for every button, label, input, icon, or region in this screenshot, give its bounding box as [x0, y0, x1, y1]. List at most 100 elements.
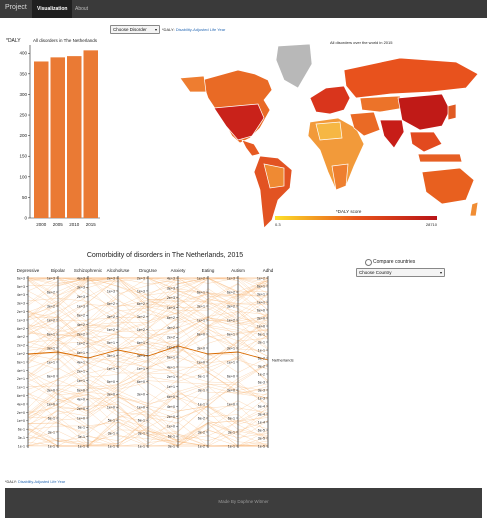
- map-legend-min: 0.3: [275, 222, 281, 227]
- compare-countries-label: Compare countries: [373, 259, 416, 265]
- map-region-japan[interactable]: [447, 103, 457, 121]
- comorbidity-axis-tick-label: 6e-1: [18, 428, 25, 432]
- comorbidity-axis-tick-label: 1e-1: [258, 348, 265, 352]
- map-region-alaska[interactable]: [179, 75, 207, 93]
- comorbidity-axis-tick-label: 5e+3: [17, 285, 25, 289]
- comorbidity-axis-tick-label: 1e+3: [47, 276, 55, 280]
- comorbidity-axis-tick-label: 6e-2: [258, 356, 265, 360]
- comorbidity-axis-tick-label: 4e+1: [17, 369, 25, 373]
- comorbidity-axis-tick-label: 1e-1: [138, 444, 145, 448]
- comorbidity-axis-tick-label: 1e+3: [227, 276, 235, 280]
- map-region-south-africa[interactable]: [331, 163, 349, 191]
- comorbidity-axis-tick-label: 1e+2: [137, 328, 145, 332]
- comorbidity-axis-tick-label: 2e+3: [137, 276, 145, 280]
- comorbidity-axis-tick-label: 3e-1: [18, 436, 25, 440]
- map-region-indonesia[interactable]: [417, 153, 463, 163]
- comorbidity-axis-tick-label: 1e-1: [108, 444, 115, 448]
- comorbidity-axis-title: Schizophrenic: [74, 268, 103, 273]
- comorbidity-axis-tick-label: 1e+3: [77, 304, 85, 308]
- comorbidity-axis-tick-label: 1e+2: [47, 318, 55, 322]
- map-region-china[interactable]: [397, 93, 451, 131]
- comorbidity-axis-tick-label: 1e+1: [47, 360, 55, 364]
- bar-chart-y-tick-label: 100: [19, 174, 27, 179]
- comorbidity-axis-tick-label: 3e-1: [228, 430, 235, 434]
- comorbidity-axis-tick-label: 3e-3: [258, 388, 265, 392]
- nav-visualization[interactable]: Visualization: [32, 0, 73, 18]
- comorbidity-axis-tick-label: 4e+1: [77, 360, 85, 364]
- daly-note-link[interactable]: Disability-Adjusted Life Year: [175, 27, 226, 32]
- comorbidity-axis-tick-label: 6e+1: [227, 332, 235, 336]
- comorbidity-axis-tick-label: 3e+1: [257, 292, 265, 296]
- map-region-north-africa[interactable]: [315, 121, 343, 141]
- comorbidity-axis-tick-label: 1e+0: [227, 402, 235, 406]
- bar-chart-x-tick-label: 2005: [53, 222, 64, 227]
- comorbidity-axis-tick-label: 1e-3: [258, 396, 265, 400]
- brand[interactable]: Project: [5, 4, 27, 11]
- map-region-australia[interactable]: [421, 167, 475, 205]
- comorbidity-axis-tick-label: 1e+1: [227, 360, 235, 364]
- comorbidity-axis-tick-label: 2e+3: [77, 295, 85, 299]
- disorder-select[interactable]: Choose Disorder ▾: [110, 25, 160, 34]
- comorbidity-axis-tick-label: 1e+2: [107, 328, 115, 332]
- comorbidity-axis-tick-label: 6e+0: [137, 380, 145, 384]
- bar-chart-ylabel: *DALY: [6, 38, 21, 44]
- parallel-coordinates-chart[interactable]: Netherlands Depressive 6e+3 5e+3 4e+3 3e+3 2e+…: [0, 262, 335, 457]
- comorbidity-axis-tick-label: 2e+0: [17, 411, 25, 415]
- comorbidity-axis-tick-label: 1e+0: [77, 416, 85, 420]
- map-region-usa[interactable]: [213, 103, 265, 141]
- comorbidity-axis-tick-label: 6e+0: [167, 395, 175, 399]
- comorbidity-axis-title: Anxiety: [171, 268, 187, 273]
- comorbidity-axis-tick-label: 2e+1: [167, 375, 175, 379]
- map-region-india[interactable]: [379, 119, 405, 149]
- comorbidity-axis-tick-label: 1e-5: [258, 444, 265, 448]
- comorbidity-axis-tick-label: 1e+1: [257, 300, 265, 304]
- comorbidity-axis-tick-label: 6e-4: [258, 404, 265, 408]
- country-select[interactable]: Choose Country ▾: [356, 268, 445, 277]
- comorbidity-axis-tick-label: 3e+3: [77, 286, 85, 290]
- comorbidity-axis-tick-label: 1e+1: [77, 379, 85, 383]
- comorbidity-axis-tick-label: 5e-1: [108, 419, 115, 423]
- comorbidity-axis-tick-label: 1e-1: [48, 444, 55, 448]
- nav-about[interactable]: About: [75, 6, 89, 12]
- comorbidity-axis-tick-label: 1e+2: [167, 346, 175, 350]
- bar-2015[interactable]: [83, 50, 99, 218]
- bar-chart-y-tick-label: 50: [22, 195, 28, 200]
- map-region-middle-east[interactable]: [349, 111, 381, 137]
- comorbidity-axis-tick-label: 3e+0: [227, 388, 235, 392]
- comorbidity-axis-tick-label: 1e+0: [107, 406, 115, 410]
- bar-2000[interactable]: [34, 61, 49, 218]
- footer: Made By Daphne Witmer: [5, 488, 482, 518]
- compare-countries-checkbox[interactable]: [365, 259, 372, 266]
- bar-chart: *DALY All disorders in The Netherlands 0…: [6, 38, 100, 227]
- map-region-russia[interactable]: [343, 57, 479, 99]
- map-region-central-america[interactable]: [241, 139, 261, 157]
- comorbidity-axis-tick-label: 6e+1: [47, 332, 55, 336]
- comorbidity-axis-tick-label: 1e+3: [167, 306, 175, 310]
- comorbidity-axis-tick-label: 1e+3: [137, 289, 145, 293]
- comorbidity-axis-tick-label: 2e+2: [17, 344, 25, 348]
- comorbidity-axis-tick-label: 3e+1: [227, 346, 235, 350]
- comorbidity-axis-tick-label: 3e-1: [108, 431, 115, 435]
- map-region-southeast-asia[interactable]: [409, 131, 443, 153]
- comorbidity-axis-tick-label: 3e-1: [258, 340, 265, 344]
- comorbidity-axis-tick-label: 1e+1: [107, 367, 115, 371]
- comorbidity-axis-tick-label: 1e-1: [198, 402, 205, 406]
- daly-note-link[interactable]: Disability-Adjusted Life Year: [18, 480, 66, 484]
- map-region-central-asia[interactable]: [359, 95, 405, 113]
- comorbidity-axis-tick-label: 3e+0: [137, 393, 145, 397]
- world-map[interactable]: *DALY score 0.3 28710: [160, 40, 480, 235]
- bar-2010[interactable]: [67, 56, 82, 218]
- comorbidity-axis-tick-label: 1e+0: [47, 402, 55, 406]
- comorbidity-axis-tick-label: 3e+0: [47, 388, 55, 392]
- comorbidity-axis-tick-label: 3e-1: [138, 431, 145, 435]
- comorbidity-axis-tick-label: 2e+2: [77, 332, 85, 336]
- map-region-new-zealand[interactable]: [469, 201, 479, 217]
- bar-2005[interactable]: [50, 57, 66, 218]
- map-region-europe[interactable]: [309, 85, 351, 115]
- map-region-greenland[interactable]: [275, 43, 313, 89]
- comorbidity-axis-tick-label: 6e-1: [198, 374, 205, 378]
- bar-chart-axes: 0 50 100 150 200 250 300 350 400 2000 2005 2010 2015: [19, 45, 100, 227]
- comorbidity-axis-tick-label: 3e-2: [198, 430, 205, 434]
- chevron-down-icon: ▾: [154, 27, 157, 32]
- map-region-brazil[interactable]: [263, 163, 285, 189]
